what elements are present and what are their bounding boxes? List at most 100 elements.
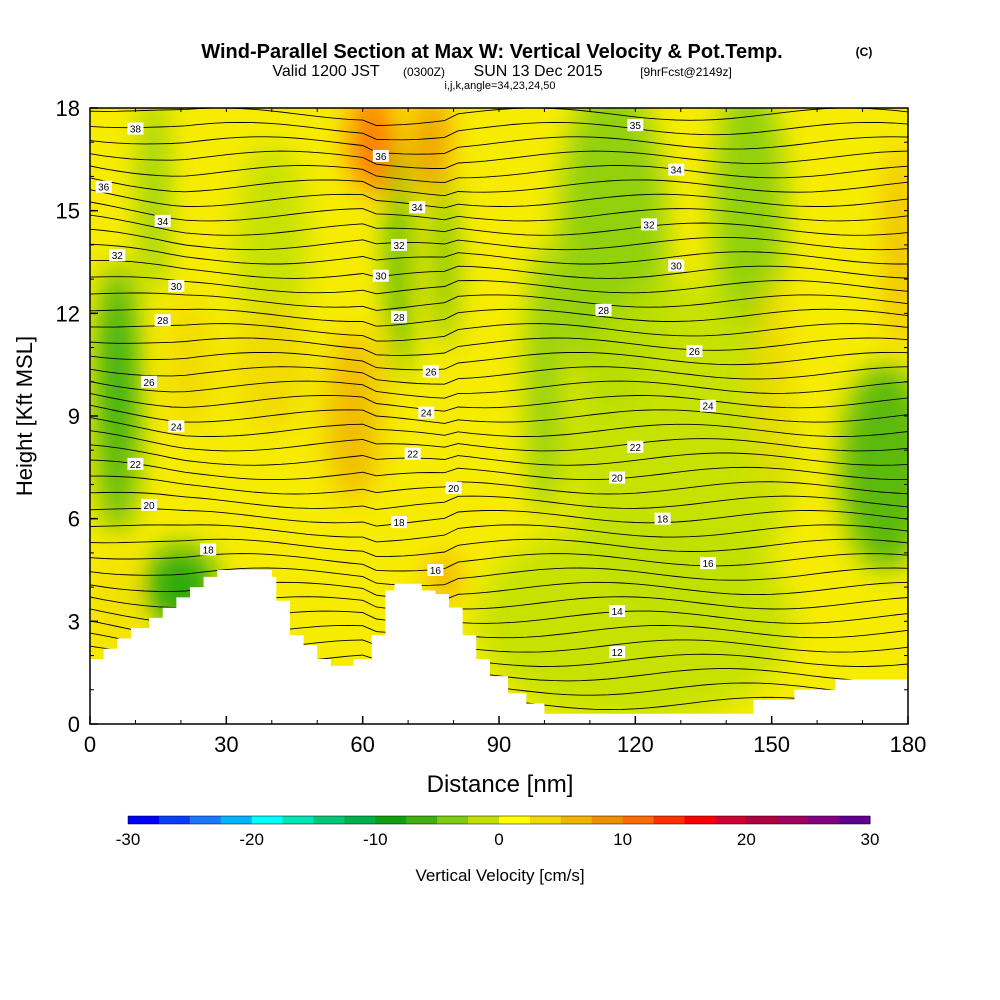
- y-axis-label: Height [Kft MSL]: [12, 336, 37, 496]
- theta-label: 16: [427, 564, 444, 577]
- colorbar-tick-label: -20: [239, 830, 264, 849]
- theta-label: 20: [445, 481, 462, 495]
- isentrope-line: [90, 276, 908, 295]
- x-tick-label: 150: [753, 732, 790, 757]
- colorbar-tick-label: -30: [116, 830, 141, 849]
- theta-label-text: 28: [393, 313, 405, 324]
- theta-label-text: 30: [671, 261, 683, 272]
- theta-label-text: 28: [598, 306, 610, 317]
- colorbar-tick-label: 10: [613, 830, 632, 849]
- isentrope-line: [90, 553, 908, 572]
- theta-label-bg: [418, 406, 435, 419]
- theta-label: 34: [154, 214, 171, 228]
- x-tick-label: 120: [617, 732, 654, 757]
- colorbar-swatch: [189, 816, 222, 824]
- colorbar-swatch: [468, 816, 500, 824]
- theta-label: 20: [141, 498, 158, 512]
- theta-label-bg: [372, 149, 389, 162]
- theta-label-text: 26: [425, 368, 437, 379]
- theta-label-text: 24: [171, 422, 183, 433]
- colorbar-label: Vertical Velocity [cm/s]: [415, 866, 584, 885]
- colorbar-tick-label: 20: [737, 830, 756, 849]
- theta-label-text: 16: [702, 559, 714, 570]
- theta-label-bg: [640, 218, 657, 231]
- x-axis: 0 30 60 90 120 150 180: [84, 108, 926, 757]
- isentrope-line: [90, 150, 908, 169]
- theta-label: 14: [609, 605, 626, 618]
- isentrope-line: [90, 228, 908, 251]
- colorbar-tick-label: 0: [494, 830, 503, 849]
- theta-label: 22: [404, 447, 421, 461]
- theta-label-bg: [109, 249, 126, 262]
- colorbar-swatch: [591, 816, 624, 824]
- isentrope-line: [90, 524, 908, 543]
- theta-label: 30: [168, 279, 185, 293]
- isentrope-line: [90, 444, 908, 466]
- colorbar-swatch: [251, 816, 284, 824]
- theta-labels: 38 35 36 36 34 34 34 32 32 32 30 30 30 28 28 28 26 26 26 24…: [95, 119, 717, 659]
- x-tick-label: 90: [487, 732, 511, 757]
- theta-label-bg: [409, 201, 426, 214]
- x-tick-label: 30: [214, 732, 238, 757]
- theta-label-text: 35: [630, 121, 642, 132]
- theta-label-text: 26: [144, 378, 156, 389]
- colorbar-swatch: [653, 816, 685, 824]
- isentrope-line: [90, 337, 908, 356]
- velocity-cell: [99, 552, 127, 656]
- theta-label-text: 16: [430, 566, 442, 577]
- isentrope-line: [90, 351, 908, 371]
- theta-label-text: 18: [203, 545, 215, 556]
- colorbar-swatch: [128, 816, 160, 824]
- theta-label: 24: [700, 399, 717, 413]
- subtitle-valid: Valid 1200 JST: [272, 63, 380, 80]
- colorbar-swatch: [529, 816, 562, 824]
- velocity-field: [94, 108, 908, 724]
- theta-label-bg: [700, 557, 717, 570]
- theta-label-bg: [391, 310, 408, 323]
- y-tick-label: 15: [56, 199, 80, 224]
- title-mark: (C): [856, 45, 873, 59]
- theta-label-text: 12: [612, 648, 624, 659]
- theta-label-bg: [700, 399, 717, 412]
- theta-label-bg: [391, 516, 408, 529]
- theta-label-text: 26: [689, 347, 701, 358]
- velocity-cell: [139, 108, 168, 297]
- x-tick-label: 180: [890, 732, 927, 757]
- theta-label: 28: [595, 303, 612, 317]
- theta-label-bg: [127, 457, 144, 470]
- theta-label-bg: [609, 605, 626, 618]
- theta-label-text: 24: [702, 402, 714, 413]
- isentrope-line: [90, 404, 908, 424]
- theta-label-bg: [200, 543, 217, 556]
- theta-label-text: 34: [412, 203, 424, 214]
- theta-label-text: 38: [130, 125, 142, 136]
- y-tick-label: 0: [68, 712, 80, 737]
- x-axis-label: Distance [nm]: [427, 771, 574, 798]
- y-tick-label: 9: [68, 404, 80, 429]
- isentrope-line: [90, 459, 908, 481]
- theta-label-bg: [95, 180, 112, 193]
- terrain-mask: [90, 570, 908, 724]
- theta-label: 32: [391, 238, 408, 252]
- theta-label-text: 18: [393, 518, 405, 529]
- theta-label-bg: [654, 512, 671, 525]
- velocity-cell: [235, 296, 309, 434]
- isentrope-line: [90, 430, 908, 452]
- y-tick-label: 18: [56, 96, 80, 121]
- x-tick-label: 0: [84, 732, 96, 757]
- colorbar-swatch: [313, 816, 345, 824]
- isentrope-line: [90, 538, 908, 558]
- theta-label-bg: [391, 238, 408, 251]
- colorbar-swatch: [839, 816, 871, 824]
- theta-label-text: 30: [375, 272, 387, 283]
- isentrope-line: [90, 308, 908, 327]
- velocity-cell: [235, 142, 309, 348]
- subtitle-fcst: [9hrFcst@2149z]: [640, 65, 732, 79]
- isentrope-line: [90, 292, 908, 311]
- plot-area: 38 35 36 36 34 34 34 32 32 32 30 30 30 28 28 28 26 26 26 24…: [90, 108, 908, 724]
- isentrope-line: [90, 491, 908, 510]
- isentrope-line: [90, 417, 908, 437]
- theta-label-text: 20: [612, 474, 624, 485]
